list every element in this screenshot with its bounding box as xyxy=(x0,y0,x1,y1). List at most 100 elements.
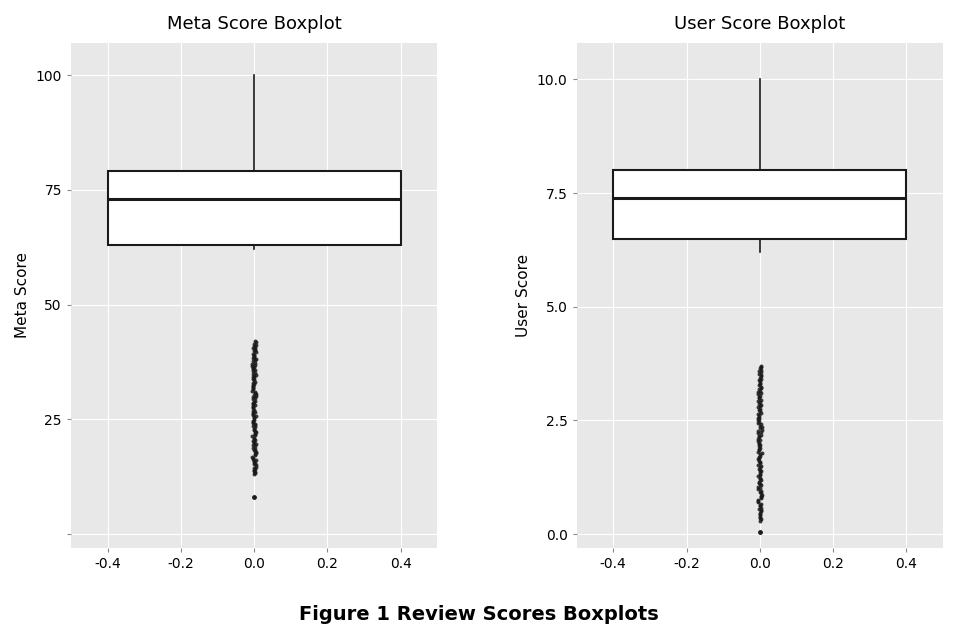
Point xyxy=(248,462,263,472)
Point xyxy=(247,428,262,438)
Point xyxy=(247,422,262,432)
Point xyxy=(248,455,263,465)
Point xyxy=(246,390,262,400)
Point xyxy=(248,391,263,401)
Point xyxy=(753,459,768,469)
Point xyxy=(754,491,769,501)
Point xyxy=(754,425,769,435)
Point xyxy=(753,361,768,371)
Point xyxy=(245,372,261,382)
Point xyxy=(245,436,261,446)
Point xyxy=(245,408,261,418)
Point xyxy=(246,425,262,435)
Point xyxy=(751,455,766,466)
Text: Figure 1 Review Scores Boxplots: Figure 1 Review Scores Boxplots xyxy=(299,605,659,624)
Point xyxy=(753,461,768,471)
Point xyxy=(751,447,766,457)
Point xyxy=(247,464,262,474)
Point xyxy=(753,386,768,396)
Point xyxy=(751,381,766,391)
Point xyxy=(245,454,261,464)
Point xyxy=(247,362,262,372)
Point xyxy=(246,465,262,475)
Point xyxy=(751,454,766,464)
Point xyxy=(751,442,766,452)
Point xyxy=(245,403,261,413)
Point xyxy=(245,406,261,416)
Point xyxy=(753,435,768,445)
Point xyxy=(752,431,767,441)
Point xyxy=(751,403,766,413)
Point xyxy=(246,382,262,392)
Point xyxy=(248,461,263,471)
Point xyxy=(751,384,766,394)
Point xyxy=(752,450,767,461)
Point xyxy=(246,373,262,383)
Point xyxy=(245,402,261,412)
Point xyxy=(752,391,767,401)
Point xyxy=(753,486,768,496)
Point xyxy=(247,352,262,362)
Point xyxy=(753,388,768,398)
Point xyxy=(753,503,768,513)
Point xyxy=(246,397,262,407)
Point xyxy=(754,365,769,375)
Point xyxy=(750,387,765,397)
Point xyxy=(753,513,768,523)
Point xyxy=(750,495,765,505)
Point xyxy=(751,476,766,486)
Point xyxy=(245,421,261,432)
Point xyxy=(247,444,262,454)
Point xyxy=(246,492,262,502)
Point xyxy=(248,396,263,406)
Point xyxy=(750,389,765,399)
Point xyxy=(246,341,262,351)
Point xyxy=(752,404,767,414)
Point xyxy=(751,484,766,495)
Point xyxy=(248,340,263,350)
Point xyxy=(753,443,768,453)
Point xyxy=(245,353,261,363)
Point xyxy=(750,409,765,419)
Point xyxy=(248,439,263,449)
Point xyxy=(754,481,769,491)
Point xyxy=(246,379,262,389)
Point xyxy=(753,371,768,381)
Point xyxy=(246,457,262,467)
Point xyxy=(246,423,262,433)
Point xyxy=(247,367,262,377)
Point xyxy=(751,417,766,427)
Point xyxy=(247,387,262,398)
Point xyxy=(752,452,767,462)
Point xyxy=(754,490,769,500)
Point xyxy=(245,442,261,452)
Point xyxy=(753,370,768,380)
Point xyxy=(247,419,262,429)
Point xyxy=(247,371,262,381)
Point xyxy=(247,458,262,468)
Point xyxy=(245,364,261,374)
Point xyxy=(245,401,261,411)
Point xyxy=(244,361,260,371)
Point xyxy=(754,422,769,432)
Point xyxy=(244,452,260,462)
Point xyxy=(751,392,766,402)
Point xyxy=(753,408,768,418)
Point xyxy=(247,467,262,477)
Point xyxy=(246,380,262,390)
Point xyxy=(247,468,262,478)
Point xyxy=(246,438,262,448)
Point xyxy=(248,450,263,461)
Point xyxy=(245,452,261,462)
Point xyxy=(752,377,767,387)
Point xyxy=(751,413,766,423)
Point xyxy=(752,501,767,512)
Point xyxy=(247,377,262,387)
Point xyxy=(752,500,767,510)
Point xyxy=(752,401,767,411)
Point xyxy=(753,394,768,404)
Point xyxy=(752,440,767,450)
Point xyxy=(247,449,262,459)
Point xyxy=(246,445,262,455)
Point xyxy=(751,432,766,442)
